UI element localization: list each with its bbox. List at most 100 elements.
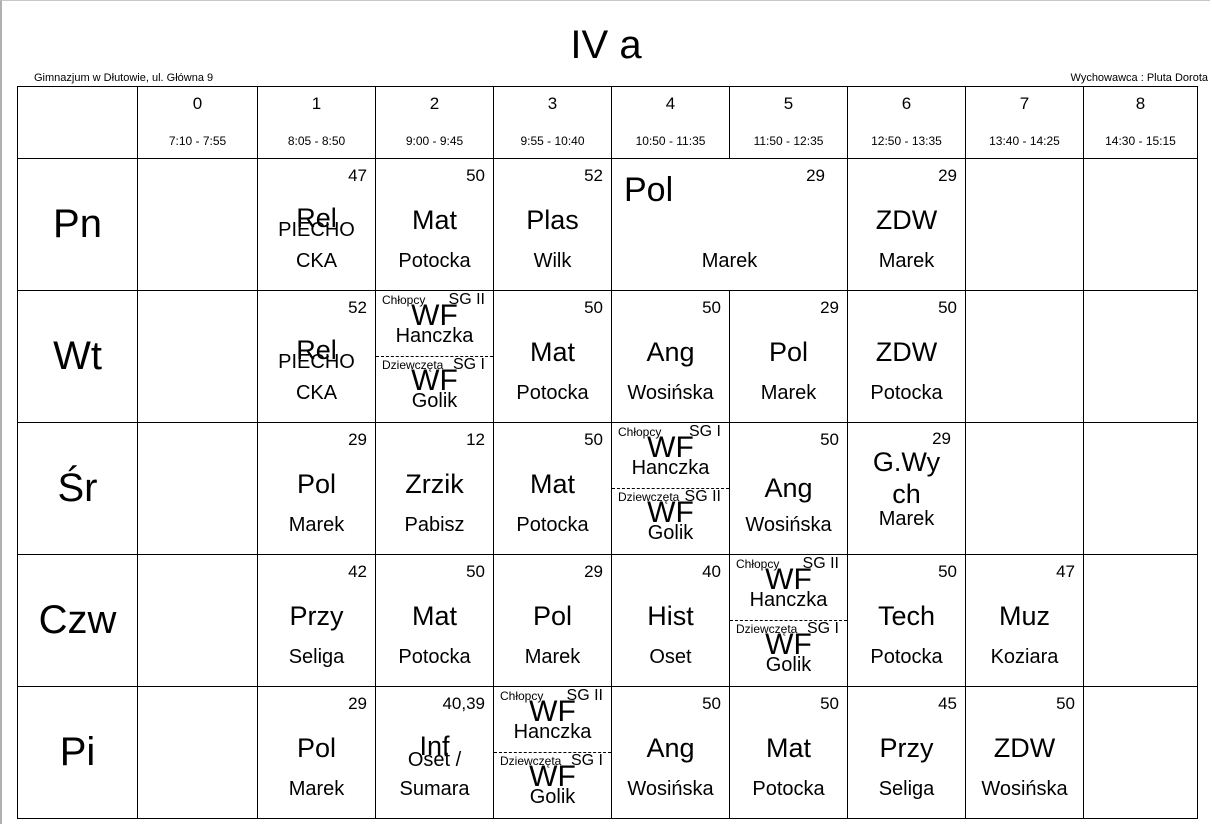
teacher: Marek	[288, 778, 345, 800]
room-number: 50	[584, 430, 603, 449]
group-label: Chłopcy	[736, 557, 780, 571]
room-number: 50	[938, 298, 957, 317]
subject: Ang	[646, 337, 695, 367]
room-number: 29	[806, 166, 825, 185]
empty-cell	[137, 422, 258, 555]
room-number: 50	[820, 694, 839, 713]
subject: Ang	[646, 733, 695, 763]
lesson-cell: 50 ZDW Wosińska	[965, 686, 1084, 819]
subject: Pol	[296, 733, 337, 763]
room-number: 47	[348, 166, 367, 185]
subgroup-label: SG I	[806, 620, 839, 637]
day-label: Czw	[17, 554, 138, 687]
teacher: Wilk	[533, 250, 572, 272]
period-number: 2	[429, 94, 440, 113]
group-girls: Dziewczęta SG II WF Golik	[613, 488, 729, 553]
empty-cell	[1083, 422, 1198, 555]
subgroup-label: SG II	[448, 291, 485, 309]
teacher: PIECHO	[278, 219, 355, 241]
teacher: Marek	[878, 508, 935, 530]
period-time: 10:50 - 11:35	[635, 134, 706, 148]
empty-cell	[1083, 290, 1198, 423]
lesson-cell: 40 Hist Oset	[611, 554, 730, 687]
teacher: Hanczka	[749, 589, 828, 611]
period-header: 4 10:50 - 11:35	[611, 86, 730, 159]
period-header: 6 12:50 - 13:35	[847, 86, 966, 159]
empty-cell	[137, 158, 258, 291]
empty-cell	[1083, 158, 1198, 291]
subject: Hist	[647, 601, 694, 631]
day-row-wt: Wt 52 Rel PIECHO CKA Chłopcy SG II WF Ha…	[17, 290, 1198, 423]
day-label: Wt	[17, 290, 138, 423]
subject: Rel	[296, 335, 337, 365]
lesson-cell: 50 Mat Potocka	[729, 686, 848, 819]
period-number: 0	[192, 94, 203, 113]
empty-cell	[1083, 686, 1198, 819]
teacher: Pabisz	[404, 514, 465, 536]
teacher: Marek	[701, 250, 758, 272]
day-row-pi: Pi 29 Pol Marek 40,39 Inf Oset / Sumara …	[17, 686, 1198, 819]
period-time: 7:10 - 7:55	[168, 134, 227, 148]
lesson-cell: 45 Przy Seliga	[847, 686, 966, 819]
lesson-cell-double: Pol 29 Marek	[611, 158, 848, 291]
group-label: Dziewczęta	[382, 358, 444, 372]
teacher: Sumara	[399, 778, 470, 800]
subject: Przy	[289, 601, 344, 631]
subject: ZDW	[993, 733, 1056, 763]
lesson-cell: 47 Rel PIECHO CKA	[257, 158, 376, 291]
room-number: 50	[702, 694, 721, 713]
teacher: Potocka	[516, 514, 589, 536]
subject: WF	[647, 431, 694, 464]
room-number: 50	[1056, 694, 1075, 713]
lesson-cell: 50 Ang Wosińska	[611, 686, 730, 819]
teacher: Wosińska	[981, 778, 1068, 800]
day-row-pn: Pn 47 Rel PIECHO CKA 50 Mat Potocka 52 P…	[17, 158, 1198, 291]
period-time: 9:55 - 10:40	[520, 134, 585, 148]
empty-cell	[137, 686, 258, 819]
teacher: Golik	[529, 786, 576, 808]
lesson-cell: 50 Tech Potocka	[847, 554, 966, 687]
period-number: 4	[665, 94, 676, 113]
room-number: 47	[1056, 562, 1075, 581]
subgroup-label: SG II	[566, 687, 603, 705]
lesson-cell-split: Chłopcy SG II WF Hanczka Dziewczęta SG I…	[375, 290, 494, 423]
subject: Ang	[764, 473, 813, 503]
subject: WF	[765, 563, 812, 596]
teacher: Marek	[878, 250, 935, 272]
period-number: 8	[1135, 94, 1146, 113]
subject: Mat	[529, 469, 575, 499]
subgroup-label: SG II	[802, 555, 839, 573]
empty-cell	[965, 290, 1084, 423]
teacher: Potocka	[870, 646, 943, 668]
lesson-cell: 40,39 Inf Oset / Sumara	[375, 686, 494, 819]
teacher: Potocka	[870, 382, 943, 404]
homeroom-teacher: Wychowawca : Pluta Dorota	[1070, 72, 1208, 84]
period-header: 8 14:30 - 15:15	[1083, 86, 1198, 159]
subject: Pol	[768, 337, 809, 367]
teacher: Potocka	[398, 250, 471, 272]
teacher: PIECHO	[278, 351, 355, 373]
teacher: Oset /	[407, 749, 462, 771]
room-number: 29	[348, 694, 367, 713]
teacher: Marek	[760, 382, 817, 404]
subject: WF	[529, 695, 576, 728]
room-number: 52	[348, 298, 367, 317]
teacher: Hanczka	[513, 721, 592, 743]
subject: WF	[529, 760, 576, 793]
period-header: 2 9:00 - 9:45	[375, 86, 494, 159]
room-number: 29	[820, 298, 839, 317]
room-number: 12	[466, 430, 485, 449]
room-number: 29	[348, 430, 367, 449]
period-time: 12:50 - 13:35	[871, 134, 942, 148]
lesson-cell-split: Chłopcy SG II WF Hanczka Dziewczęta SG I…	[493, 686, 612, 819]
subject: Plas	[526, 205, 579, 235]
subgroup-label: SG II	[684, 488, 721, 505]
day-row-czw: Czw 42 Przy Seliga 50 Mat Potocka 29 Pol…	[17, 554, 1198, 687]
period-time: 8:05 - 8:50	[287, 134, 346, 148]
room-number: 29	[584, 562, 603, 581]
lesson-cell-split: Chłopcy SG I WF Hanczka Dziewczęta SG II…	[611, 422, 730, 555]
teacher: Wosińska	[627, 778, 714, 800]
lesson-cell-split: Chłopcy SG II WF Hanczka Dziewczęta SG I…	[729, 554, 848, 687]
subject: Pol	[624, 171, 674, 209]
lesson-cell: 50 Mat Potocka	[493, 290, 612, 423]
